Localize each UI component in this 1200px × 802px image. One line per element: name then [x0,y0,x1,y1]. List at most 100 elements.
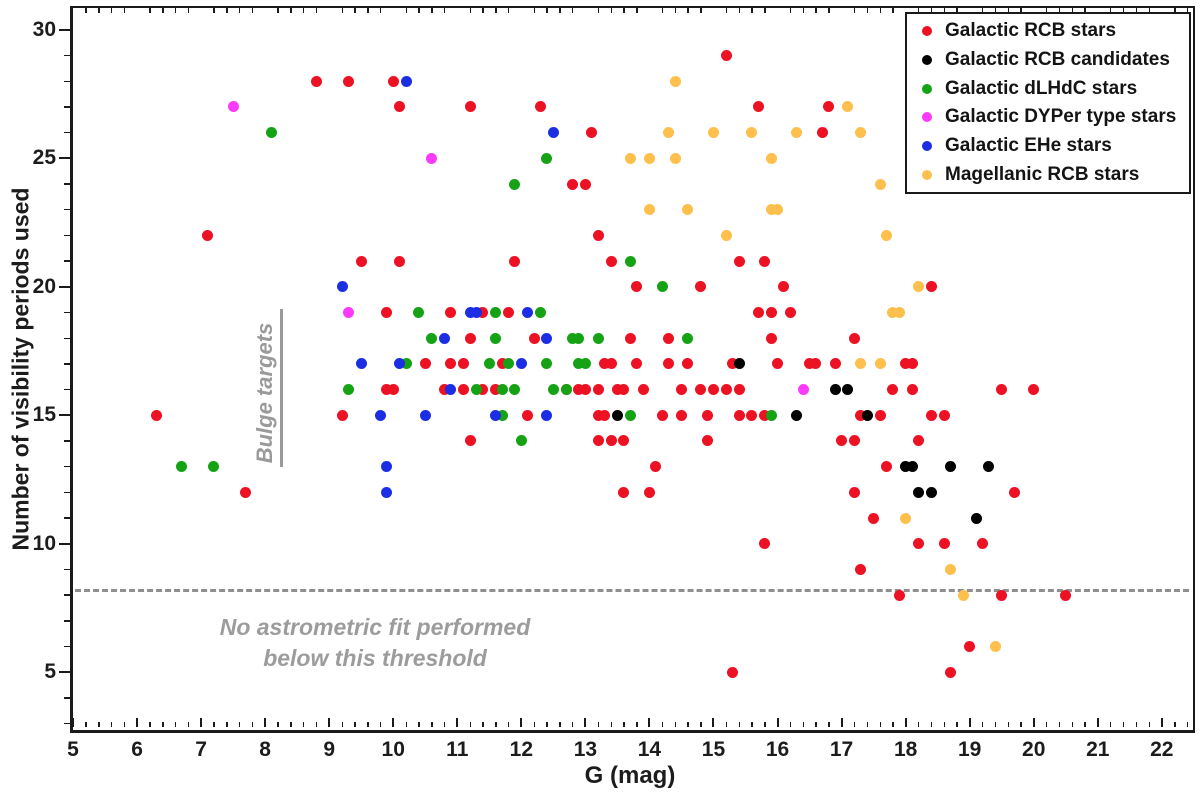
threshold-annotation-line2: below this threshold [263,645,487,671]
x-minor-tick-top [623,8,625,13]
x-major-tick [392,718,395,727]
y-minor-tick [64,337,70,339]
y-minor-tick [64,388,70,391]
x-minor-tick [367,722,369,727]
scatter-point-galactic-rcb-stars [490,384,502,396]
scatter-point-galactic-rcb-stars [887,384,899,396]
scatter-point-galactic-rcb-candidates [944,461,956,473]
scatter-point-galactic-rcb-stars [394,101,406,113]
x-minor-tick [405,722,407,727]
x-minor-tick-top [443,8,446,13]
x-minor-tick [1148,722,1150,727]
scatter-point-magellanic-rcb-stars [855,127,867,139]
x-minor-tick-top [572,8,574,13]
scatter-point-galactic-rcb-stars [752,307,764,318]
scatter-point-galactic-rcb-stars [778,281,790,293]
scatter-point-galactic-rcb-stars [759,255,771,267]
x-minor-tick [994,722,997,727]
x-minor-tick-top [303,8,305,13]
scatter-point-magellanic-rcb-stars [643,204,655,216]
legend-label: Magellanic RCB stars [945,163,1140,185]
x-minor-tick [1135,722,1138,727]
x-minor-tick-top [661,8,664,13]
x-minor-tick-top [892,8,894,13]
scatter-point-magellanic-rcb-stars [765,204,777,216]
scatter-point-galactic-rcb-stars [477,384,489,396]
y-minor-tick [64,645,70,648]
scatter-point-galactic-ehe-stars [381,486,393,498]
x-minor-tick-top [700,8,702,13]
x-minor-tick [572,722,574,727]
x-minor-tick [546,722,548,727]
scatter-point-galactic-dlhdc-stars [490,332,502,344]
scatter-point-galactic-rcb-stars [874,409,886,421]
threshold-annotation-line1: No astrometric fit performed [219,614,531,640]
x-minor-tick [738,722,740,727]
x-minor-tick [431,722,433,727]
y-tick-label: 10 [32,531,56,555]
x-minor-tick [700,722,702,727]
scatter-point-galactic-rcb-candidates [829,384,841,396]
legend-marker-icon [922,169,932,180]
scatter-point-galactic-rcb-stars [438,384,450,396]
x-minor-tick [930,722,933,727]
scatter-point-galactic-ehe-stars [547,127,559,139]
scatter-point-galactic-ehe-stars [400,75,412,87]
y-minor-tick [64,363,70,365]
x-minor-tick-top [354,8,356,13]
y-minor-tick [64,697,70,699]
scatter-point-magellanic-rcb-stars [912,281,924,293]
y-major-tick [59,285,70,288]
scatter-point-galactic-dlhdc-stars [656,281,668,293]
scatter-point-magellanic-rcb-stars [624,152,636,164]
scatter-point-galactic-dlhdc-stars [624,409,636,421]
x-major-tick [72,718,74,727]
scatter-point-galactic-rcb-stars [784,307,796,318]
x-minor-tick-top [1084,8,1086,13]
scatter-point-galactic-dlhdc-stars [765,409,777,421]
x-minor-tick-top [187,8,190,13]
x-minor-tick-top [1007,8,1009,13]
x-minor-tick [354,722,356,727]
x-minor-tick [828,722,830,727]
x-minor-tick [98,722,100,727]
x-minor-tick [315,722,318,727]
x-tick-label: 13 [573,738,598,761]
scatter-point-galactic-rcb-stars [310,75,322,87]
y-minor-tick [64,183,70,185]
scatter-point-galactic-rcb-stars [592,384,604,396]
scatter-point-galactic-rcb-stars [944,666,956,678]
scatter-point-galactic-rcb-stars [618,435,630,447]
x-major-tick [328,718,331,727]
x-minor-tick [277,722,279,727]
x-tick-label: 15 [701,738,726,761]
scatter-point-galactic-rcb-stars [759,409,771,421]
scatter-point-galactic-ehe-stars [374,409,386,421]
x-minor-tick [1007,722,1009,727]
scatter-point-galactic-dlhdc-stars [471,384,482,396]
y-minor-tick [64,234,70,237]
x-major-tick [264,718,267,727]
scatter-point-galactic-rcb-stars [925,281,937,293]
x-minor-tick-top [123,8,126,13]
x-minor-tick [1046,722,1048,727]
scatter-point-galactic-rcb-stars [996,589,1008,601]
scatter-point-galactic-ehe-stars [464,307,476,318]
x-minor-tick [866,722,869,727]
x-minor-tick [1058,722,1061,727]
scatter-point-magellanic-rcb-stars [874,358,886,370]
scatter-point-galactic-rcb-stars [823,101,835,113]
y-minor-tick [64,517,70,519]
scatter-point-galactic-rcb-stars [618,486,630,498]
scatter-point-galactic-dlhdc-stars [573,332,585,344]
x-tick-label: 6 [131,738,143,761]
x-minor-tick [1020,722,1022,727]
x-major-tick [1096,718,1099,727]
scatter-point-galactic-rcb-stars [503,307,515,318]
scatter-point-magellanic-rcb-stars [855,358,867,370]
scatter-point-galactic-rcb-stars [996,384,1008,396]
scatter-point-galactic-rcb-stars [836,435,848,447]
y-minor-tick [64,440,70,442]
x-minor-tick-top [495,8,497,13]
scatter-point-galactic-dlhdc-stars [515,435,527,447]
